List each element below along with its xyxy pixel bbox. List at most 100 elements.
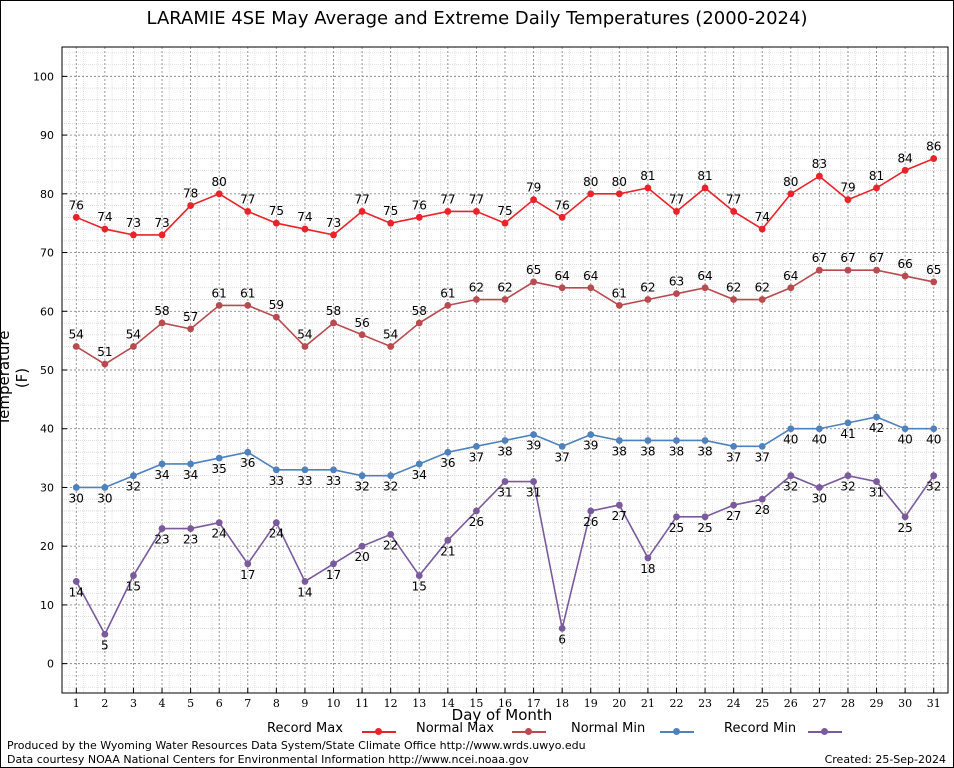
data-label-normal-max: 59 [269,298,284,312]
data-point-normal-min [530,431,537,438]
data-point-normal-min [130,472,137,480]
data-point-record-max [673,208,680,215]
data-label-normal-min: 33 [297,474,312,488]
data-point-record-max [787,190,795,198]
data-point-normal-min [730,442,738,450]
data-label-record-min: 32 [783,480,798,494]
data-point-normal-min [158,460,166,468]
data-label-normal-max: 64 [583,269,598,283]
data-label-normal-max: 56 [354,316,369,330]
data-label-normal-max: 65 [526,263,541,277]
data-label-record-min: 14 [69,585,84,599]
data-label-record-max: 73 [126,216,141,230]
data-label-record-min: 25 [669,521,684,535]
data-label-normal-max: 64 [555,269,570,283]
data-point-normal-max [901,272,909,280]
data-point-normal-max [701,284,709,292]
data-label-normal-max: 62 [640,281,655,295]
data-label-normal-min: 39 [526,439,541,453]
x-tick-label: 7 [244,697,251,710]
data-label-record-max: 77 [440,192,455,206]
data-label-normal-min: 42 [869,421,884,435]
data-label-normal-min: 40 [783,433,798,447]
plot-area [62,47,948,693]
data-label-record-max: 74 [297,210,312,224]
legend-marker-normal-min [673,728,680,735]
data-point-record-max [72,213,80,221]
data-label-record-min: 15 [126,580,141,594]
data-point-record-max [701,184,709,192]
y-tick-label: 10 [40,599,54,612]
data-label-record-max: 77 [240,192,255,206]
data-point-normal-max [272,313,280,321]
data-point-record-max [272,219,280,227]
legend-marker-record-min [821,728,828,735]
series-normal-max: 54 51 54 58 57 61 61 59 54 58 56 54 58 61 62 62 65 64 64 61… [69,251,941,368]
data-label-record-max: 77 [669,192,684,206]
data-label-normal-max: 64 [697,269,712,283]
data-point-record-max [358,208,366,215]
data-point-normal-min [72,484,80,491]
x-tick-label: 14 [441,697,455,710]
y-tick-label: 60 [40,305,54,318]
data-label-normal-min: 30 [97,491,112,505]
chart-title: LARAMIE 4SE May Average and Extreme Dail… [146,8,808,29]
data-label-normal-max: 62 [726,281,741,295]
data-point-record-min [215,519,223,527]
data-label-normal-max: 54 [297,328,312,342]
y-tick-label: 80 [40,188,54,201]
data-point-normal-max [330,319,337,327]
data-point-normal-min [758,442,766,450]
data-point-record-min [787,472,795,480]
data-label-normal-min: 40 [812,433,827,447]
data-point-record-min [587,507,595,515]
data-label-record-min: 31 [869,486,884,500]
data-label-record-min: 14 [297,585,312,599]
data-label-record-max: 78 [183,187,198,201]
data-label-record-max: 80 [612,175,627,189]
x-tick-label: 29 [870,697,884,710]
data-label-normal-min: 37 [726,450,741,464]
data-label-record-min: 26 [583,515,598,529]
data-label-record-min: 15 [412,580,427,594]
x-tick-label: 15 [469,697,483,710]
data-point-record-max [530,196,537,204]
data-label-normal-max: 62 [497,281,512,295]
data-point-normal-min [615,437,623,444]
data-label-normal-min: 38 [612,444,627,458]
data-label-record-max: 80 [212,175,227,189]
data-point-normal-max [444,302,452,309]
data-point-normal-max [244,302,252,309]
x-axis: 1 2 3 4 5 6 7 8 9 10 11 12 13 14 15 16 17 18 19 20 21 22 23 24 2… [73,688,941,710]
data-label-record-max: 75 [383,204,398,218]
data-label-normal-max: 58 [412,304,427,318]
data-label-normal-min: 32 [383,480,398,494]
data-point-normal-max [501,296,509,303]
data-point-normal-min [930,425,938,433]
data-label-normal-max: 54 [69,328,84,342]
data-point-record-max [244,208,252,215]
data-point-record-min [873,478,880,485]
data-point-normal-min [187,460,195,468]
data-label-normal-min: 34 [154,468,169,482]
x-tick-label: 8 [273,697,280,710]
data-label-normal-max: 62 [469,281,484,295]
data-point-normal-min [815,425,823,433]
data-point-record-min [330,560,337,568]
data-point-record-min [615,501,623,509]
data-point-record-min [187,525,195,532]
x-tick-label: 9 [301,697,308,710]
data-point-record-min [358,542,366,550]
data-point-normal-min [587,431,595,438]
data-label-normal-min: 37 [755,450,770,464]
data-label-normal-max: 64 [783,269,798,283]
data-label-normal-min: 37 [555,450,570,464]
data-label-record-max: 76 [555,198,570,212]
data-label-normal-min: 32 [126,480,141,494]
data-point-normal-max [873,266,880,274]
data-point-record-min [501,478,509,485]
data-point-normal-min [387,472,395,480]
data-point-record-max [415,213,423,221]
data-label-record-max: 79 [840,181,855,195]
